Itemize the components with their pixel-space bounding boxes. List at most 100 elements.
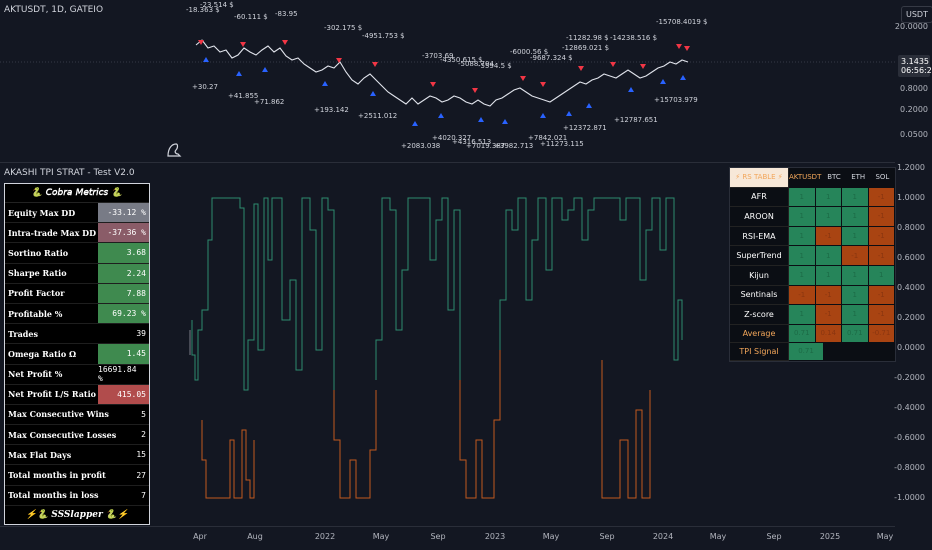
tpi-short-segments — [201, 420, 255, 499]
buy-label: +4020.327 — [432, 134, 471, 142]
tpi-long-segments — [375, 197, 461, 380]
sell-label: -60.111 $ — [234, 13, 268, 21]
tpi-tick: 0.8000 — [897, 223, 925, 232]
cobra-row: Equity Max DD -33.12 % — [5, 203, 149, 224]
sell-label: -83.95 — [275, 10, 298, 18]
buy-label: +7019.387 — [466, 142, 505, 150]
rs-row: Sentinals -1 -1 1 -1 — [730, 285, 895, 306]
cobra-metric-value: 1.45 — [98, 344, 149, 364]
rs-cell: -1 — [868, 207, 895, 227]
time-axis[interactable]: Apr Aug 2022 May Sep 2023 May Sep 2024 May Sep 2025… — [0, 532, 895, 546]
rs-cell: 1 — [789, 305, 816, 325]
cobra-metric-value: 2.24 — [98, 263, 149, 283]
rs-average-cell: 0.14 — [815, 324, 842, 343]
tpi-plot[interactable] — [150, 180, 730, 520]
cobra-row: Max Consecutive Wins 5 — [5, 404, 149, 426]
time-tick: 2023 — [484, 532, 506, 541]
cobra-metric-name: Equity Max DD — [8, 207, 76, 218]
cobra-metric-name: Net Profit L/S Ratio — [8, 389, 96, 400]
rs-indicator-name: RSI-EMA — [730, 226, 789, 247]
cobra-row: Sortino Ratio 3.68 — [5, 243, 149, 264]
cobra-metric-value: 415.05 — [98, 384, 149, 404]
rs-cell: 1 — [842, 226, 869, 247]
cobra-metric-value: 7.88 — [98, 283, 149, 303]
rs-indicator-name: AROON — [730, 207, 789, 227]
rs-cell: 1 — [789, 187, 816, 208]
tpi-tick: 0.4000 — [897, 283, 925, 292]
tpi-tick: -1.0000 — [894, 493, 925, 502]
rs-average-cell: 0.71 — [789, 324, 816, 343]
sell-label: -14238.516 $ — [610, 34, 657, 42]
cobra-row: Net Profit L/S Ratio 415.05 — [5, 384, 149, 405]
cobra-metric-name: Profit Factor — [8, 288, 65, 299]
tpi-tick: 0.2000 — [897, 313, 925, 322]
currency-button[interactable]: USDT — [901, 6, 932, 23]
rs-cell: 1 — [789, 246, 816, 266]
time-tick: Sep — [599, 532, 615, 541]
rs-row: AROON 1 1 1 -1 — [730, 207, 895, 227]
sell-label: -6000.56 $ — [510, 48, 548, 56]
cobra-row: Net Profit % 16691.84 % — [5, 364, 149, 385]
tpi-short-segments — [601, 360, 651, 499]
rs-col-sol: SOL — [870, 168, 896, 188]
buy-label: +3982.713 — [494, 142, 533, 150]
sell-label: -11282.98 $ — [566, 34, 609, 42]
rs-cell: 1 — [868, 265, 895, 286]
buy-markers — [203, 57, 686, 126]
sell-label: -9687.324 $ — [530, 54, 573, 62]
tpi-short-segments — [333, 390, 377, 499]
rs-cell: -1 — [868, 285, 895, 306]
rs-cell: -1 — [815, 285, 842, 306]
sell-label: -5088.704 — [458, 60, 494, 68]
rs-average-row: Average 0.71 0.14 0.71 -0.71 — [730, 324, 895, 343]
rs-table: ⚡ RS TABLE ⚡ AKTUSDT BTC ETH SOL AFR 1 1 1-… — [729, 167, 896, 362]
price-chart[interactable]: -18.363 $ -23.514 $ -60.111 $ -83.95 -30… — [0, 0, 895, 162]
price-tick: 20.0000 — [894, 22, 928, 31]
rs-cell: 1 — [815, 265, 842, 286]
tpi-tick: 0.6000 — [897, 253, 925, 262]
time-tick: Apr — [193, 532, 207, 541]
cobra-metric-value: 27 — [105, 465, 149, 485]
rs-signal-label: TPI Signal — [730, 342, 789, 361]
time-tick: May — [876, 532, 894, 541]
rs-signal-value: 0.71 — [789, 342, 824, 361]
price-tick: 0.8000 — [900, 84, 928, 93]
rs-cell: -1 — [815, 305, 842, 325]
sell-label: -18.363 $ — [186, 6, 220, 14]
cobra-metric-name: Total months in loss — [8, 490, 99, 501]
tpi-long-segments — [499, 197, 683, 361]
cobra-row: Total months in profit 27 — [5, 465, 149, 486]
rs-average-cells: 0.71 0.14 0.71 -0.71 — [789, 324, 895, 343]
tpi-tick: -0.8000 — [894, 463, 925, 472]
rs-row: AFR 1 1 1 -1 — [730, 187, 895, 208]
cobra-metric-name: Trades — [8, 328, 38, 339]
cobra-metric-value: 39 — [98, 324, 149, 344]
sell-label: -23.514 $ — [200, 1, 234, 9]
rs-cell: 1 — [815, 207, 842, 227]
cobra-row: Intra-trade Max DD -37.36 % — [5, 223, 149, 244]
tpi-tick: 1.0000 — [897, 193, 925, 202]
time-tick: 2022 — [314, 532, 336, 541]
cobra-metric-value: 69.23 % — [98, 303, 149, 324]
tpi-long-segments — [191, 197, 335, 391]
rs-cell: 1 — [842, 187, 869, 208]
rs-cell: 1 — [789, 226, 816, 247]
rs-col-eth: ETH — [846, 168, 871, 188]
buy-labels: +30.27 +41.855 +71.862 +193.142 +2511.01… — [192, 83, 698, 150]
time-tick: Sep — [766, 532, 782, 541]
pane-divider[interactable] — [0, 162, 895, 163]
rs-cell: 1 — [842, 305, 869, 325]
indicator-title[interactable]: AKASHI TPI STRAT - Test V2.0 — [4, 168, 135, 178]
rs-cell: -1 — [842, 246, 869, 266]
rs-indicator-name: Sentinals — [730, 285, 789, 306]
cobra-footer: ⚡🐍 SSSlapper 🐍⚡ — [25, 509, 129, 520]
cobra-metric-name: Profitable % — [8, 308, 63, 319]
sell-label: -4350.615 $ — [440, 56, 483, 64]
sell-label: -4951.753 $ — [362, 32, 405, 40]
buy-label: +11273.115 — [540, 140, 584, 148]
tpi-tick: -0.2000 — [894, 373, 925, 382]
sell-label: -12869.021 $ — [562, 44, 609, 52]
buy-label: +41.855 — [228, 92, 258, 100]
symbol-title[interactable]: AKTUSDT, 1D, GATEIO — [4, 5, 104, 15]
price-tick: 0.2000 — [900, 105, 928, 114]
